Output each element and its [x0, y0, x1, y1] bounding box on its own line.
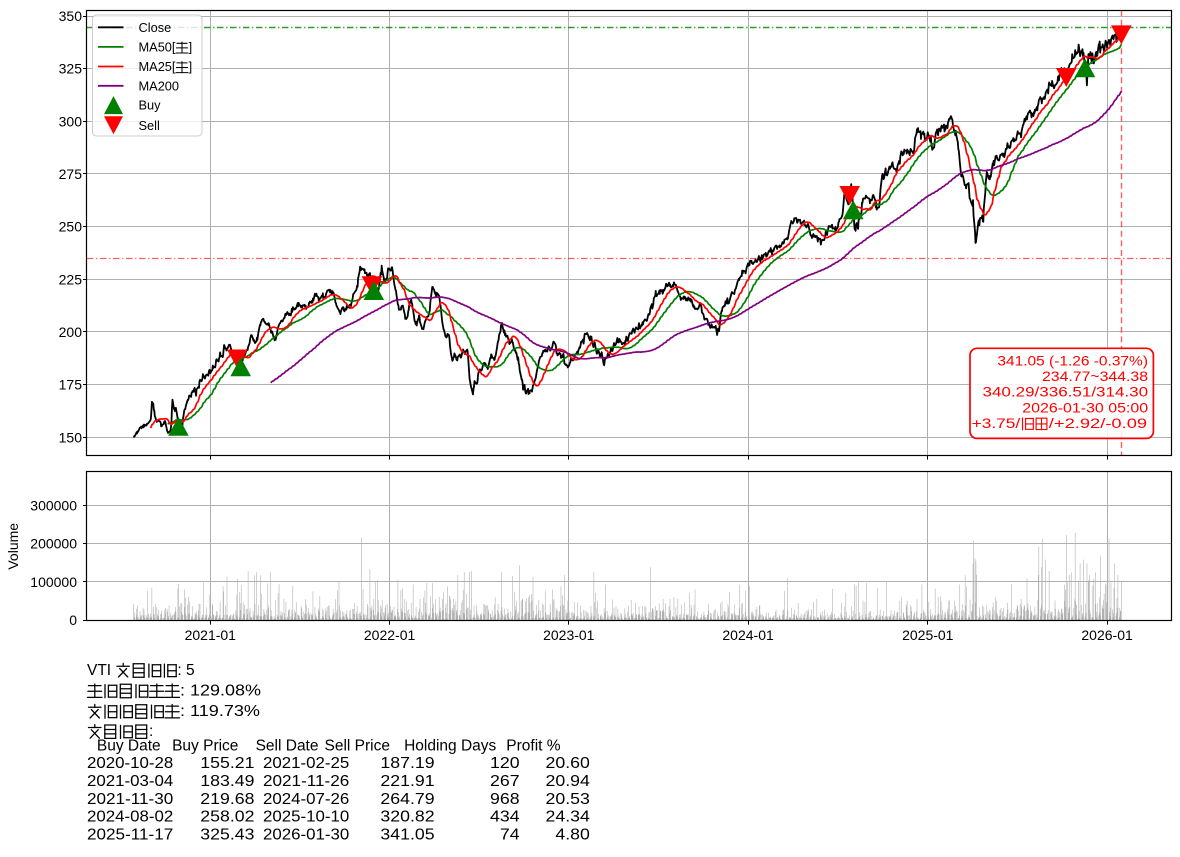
svg-text:Profit %: Profit % [506, 737, 560, 754]
svg-text:2022-01: 2022-01 [364, 627, 416, 643]
svg-text:155.21: 155.21 [200, 755, 254, 772]
svg-text:24.34: 24.34 [546, 809, 591, 826]
svg-text:Buy Date: Buy Date [97, 737, 161, 754]
svg-text:175: 175 [59, 377, 83, 393]
svg-text:187.19: 187.19 [380, 755, 434, 772]
svg-text:2024-01: 2024-01 [722, 627, 774, 643]
svg-text:250: 250 [59, 219, 83, 235]
svg-text:: 5: : 5 [177, 662, 194, 679]
svg-text:Sell Price: Sell Price [325, 737, 390, 754]
svg-text:968: 968 [490, 791, 520, 808]
svg-text:2024-08-02: 2024-08-02 [87, 809, 173, 826]
svg-text:340.29/336.51/314.30: 340.29/336.51/314.30 [983, 385, 1149, 401]
svg-text:2021-02-25: 2021-02-25 [263, 755, 349, 772]
svg-text:258.02: 258.02 [200, 809, 254, 826]
svg-text:Buy Price: Buy Price [172, 737, 238, 754]
svg-text:225: 225 [59, 271, 83, 287]
svg-text:219.68: 219.68 [200, 791, 254, 808]
svg-text:183.49: 183.49 [200, 773, 254, 790]
svg-text:Holding Days: Holding Days [404, 737, 496, 754]
svg-text:2025-11-17: 2025-11-17 [87, 827, 173, 844]
svg-text:221.91: 221.91 [380, 773, 434, 790]
svg-text:0: 0 [69, 612, 77, 628]
svg-text:2025-10-10: 2025-10-10 [263, 809, 350, 826]
svg-text:20.94: 20.94 [546, 773, 591, 790]
svg-text:341.05 (-1.26 -0.37%): 341.05 (-1.26 -0.37%) [997, 354, 1148, 370]
svg-text:MA25[: MA25[ [139, 59, 176, 74]
svg-text:150: 150 [59, 429, 83, 445]
svg-text:Sell: Sell [139, 118, 160, 133]
svg-text:Close: Close [139, 20, 172, 35]
svg-text:2021-11-30: 2021-11-30 [87, 791, 174, 808]
svg-text:+3.75/: +3.75/ [972, 416, 1021, 432]
svg-text:2021-01: 2021-01 [185, 627, 237, 643]
svg-text:120: 120 [490, 755, 520, 772]
svg-text:20.60: 20.60 [546, 755, 591, 772]
svg-text:2026-01: 2026-01 [1081, 627, 1133, 643]
svg-text:320.82: 320.82 [380, 809, 434, 826]
svg-text::: : [149, 723, 153, 740]
svg-text:2025-01: 2025-01 [902, 627, 954, 643]
svg-text:4.80: 4.80 [555, 827, 590, 844]
svg-text:434: 434 [490, 809, 520, 826]
svg-text:234.77~344.38: 234.77~344.38 [1042, 369, 1148, 385]
svg-text:]: ] [189, 40, 193, 55]
svg-text:325: 325 [59, 61, 83, 77]
svg-text:267: 267 [490, 773, 520, 790]
svg-text:341.05: 341.05 [380, 827, 434, 844]
svg-text:2024-07-26: 2024-07-26 [263, 791, 349, 808]
svg-text:74: 74 [500, 827, 520, 844]
svg-text:: 119.73%: : 119.73% [180, 703, 260, 720]
svg-text:2026-01-30: 2026-01-30 [263, 827, 350, 844]
svg-text:300000: 300000 [30, 497, 77, 513]
svg-text:VTI: VTI [87, 662, 111, 679]
svg-text:200: 200 [59, 324, 83, 340]
svg-text:Volume: Volume [5, 523, 21, 570]
svg-text:100000: 100000 [30, 574, 77, 590]
svg-text:2026-01-30 05:00: 2026-01-30 05:00 [1022, 400, 1148, 416]
svg-text:Buy: Buy [139, 98, 162, 113]
svg-text:350: 350 [59, 8, 83, 24]
svg-text:2021-03-04: 2021-03-04 [87, 773, 174, 790]
svg-text:325.43: 325.43 [200, 827, 254, 844]
svg-text:2020-10-28: 2020-10-28 [87, 755, 173, 772]
svg-text:300: 300 [59, 113, 83, 129]
svg-text:/+2.92/-0.09: /+2.92/-0.09 [1049, 416, 1147, 432]
svg-text:MA50[: MA50[ [139, 40, 176, 55]
svg-text:Sell Date: Sell Date [256, 737, 319, 754]
svg-text:264.79: 264.79 [380, 791, 434, 808]
svg-text:200000: 200000 [30, 536, 77, 552]
svg-text:20.53: 20.53 [546, 791, 590, 808]
svg-text:2023-01: 2023-01 [543, 627, 595, 643]
svg-text:2021-11-26: 2021-11-26 [263, 773, 349, 790]
svg-text:MA200: MA200 [139, 78, 180, 93]
svg-text:]: ] [189, 59, 193, 74]
svg-text:275: 275 [59, 166, 83, 182]
svg-text:: 129.08%: : 129.08% [180, 683, 261, 700]
